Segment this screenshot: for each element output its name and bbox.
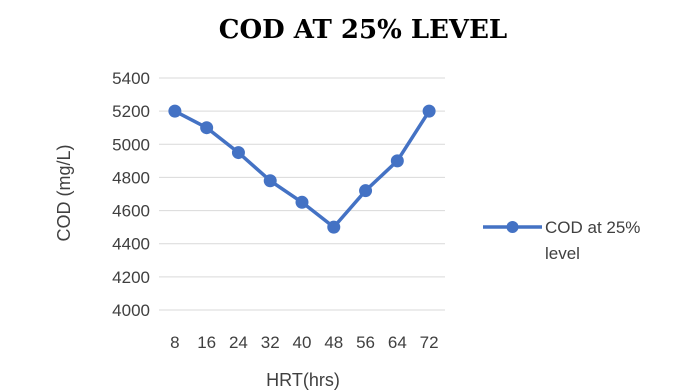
x-axis-ticks: 8 16 24 32 40 48 56 64 72 [170,333,438,352]
x-tick-label: 72 [420,333,439,352]
chart-title: COD AT 25% LEVEL [219,15,507,45]
data-point [263,174,277,188]
y-tick-label: 5200 [112,102,150,121]
data-point [390,154,404,168]
series-group [168,104,436,234]
data-point [359,184,373,198]
data-point [231,146,245,160]
y-axis-ticks: 4000 4200 4400 4600 4800 5000 5200 5400 [112,69,150,320]
data-point [327,220,341,234]
legend: COD at 25% level [483,218,640,263]
y-tick-label: 4600 [112,202,150,221]
x-tick-label: 64 [388,333,407,352]
x-tick-label: 48 [324,333,343,352]
y-tick-label: 4000 [112,301,150,320]
y-tick-label: 5000 [112,135,150,154]
data-point [295,195,309,209]
x-tick-label: 16 [197,333,216,352]
y-tick-label: 4800 [112,168,150,187]
x-tick-label: 40 [293,333,312,352]
x-tick-label: 56 [356,333,375,352]
data-point [168,104,182,118]
y-tick-label: 4400 [112,235,150,254]
x-axis-title: HRT(hrs) [266,370,340,390]
gridlines [159,77,445,311]
legend-label: COD at 25% level [545,218,640,263]
y-tick-label: 4200 [112,268,150,287]
y-axis-title: COD (mg/L) [54,144,74,241]
data-point [200,121,214,135]
x-tick-label: 24 [229,333,248,352]
legend-marker [506,221,519,233]
x-tick-label: 8 [170,333,179,352]
data-point [422,104,436,118]
x-tick-label: 32 [261,333,280,352]
y-tick-label: 5400 [112,69,150,88]
